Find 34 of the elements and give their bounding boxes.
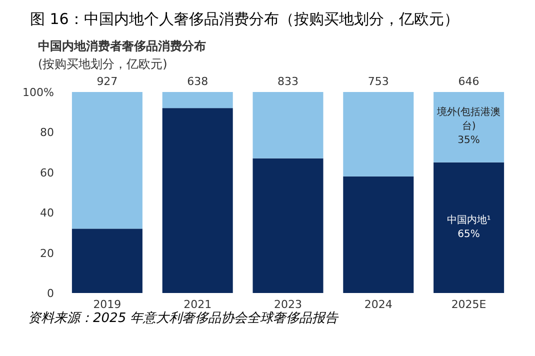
y-tick-label: 100% [22, 86, 54, 99]
bar [252, 92, 324, 158]
y-tick-label: 80 [40, 126, 54, 140]
annotation: 927 [96, 75, 118, 88]
bar [162, 108, 233, 293]
y-tick-label: 0 [47, 287, 54, 300]
bar [162, 92, 233, 108]
y-tick-label: 60 [40, 166, 54, 180]
bar [252, 158, 324, 293]
bar [434, 92, 504, 162]
annotation: 638 [187, 75, 208, 88]
annotation: 833 [278, 75, 298, 88]
y-tick-label: 20 [40, 246, 54, 260]
x-tick-label: 2021 [184, 298, 212, 311]
bar [434, 162, 504, 293]
data-label: 65% [456, 228, 481, 242]
series-label: 中国内地¹ [446, 214, 492, 228]
chart-title: 图 16：中国内地个人奢侈品消费分布（按购买地划分，亿欧元） [30, 10, 459, 28]
x-tick-label: 2024 [364, 298, 392, 311]
bar [72, 228, 142, 293]
annotation: 753 [368, 75, 389, 88]
series-label: 境外(包括港澳台) [436, 106, 502, 134]
x-tick-label: 2025E [451, 298, 486, 311]
x-tick-label: 2023 [274, 298, 302, 311]
chart-subtitle: 中国内地消费者奢侈品消费分布 [38, 39, 206, 53]
text: (按购买地划分，亿欧元) [38, 57, 168, 71]
text: 资料来源：2025 年意大利奢侈品协会全球奢侈品报告 [28, 311, 340, 326]
y-tick-label: 40 [40, 206, 54, 220]
bar [343, 176, 414, 293]
bar [343, 92, 414, 176]
x-tick-label: 2019 [93, 298, 122, 311]
data-label: 35% [456, 134, 481, 148]
bar [72, 92, 142, 229]
annotation: 646 [458, 75, 480, 88]
